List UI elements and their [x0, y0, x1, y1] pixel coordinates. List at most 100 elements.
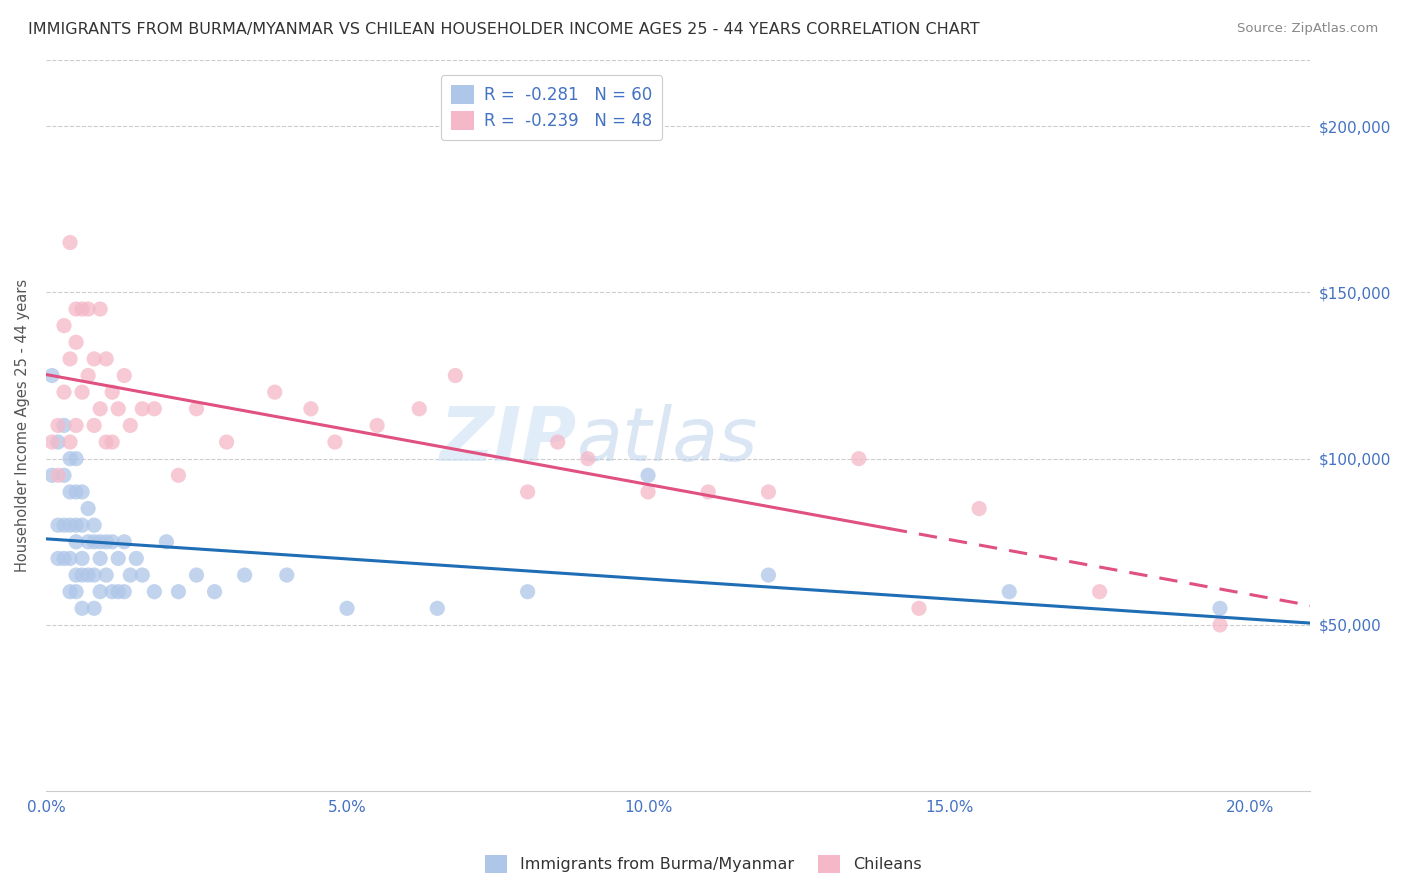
Point [167, 468, 190, 483]
Point [46, 418, 69, 433]
Point [46, 518, 69, 533]
Point [59, 451, 82, 466]
Point [70, 385, 93, 400]
Point [59, 235, 82, 250]
Point [408, 401, 430, 416]
Point [83, 518, 105, 533]
Text: Source: ZipAtlas.com: Source: ZipAtlas.com [1237, 22, 1378, 36]
Point [637, 484, 659, 499]
Text: atlas: atlas [576, 404, 758, 476]
Point [516, 484, 538, 499]
Point [65, 451, 87, 466]
Point [112, 584, 135, 599]
Point [65, 534, 87, 549]
Point [131, 401, 153, 416]
Point [65, 518, 87, 533]
Point [70, 301, 93, 316]
Point [53, 551, 76, 566]
Point [155, 534, 177, 549]
Point [46, 551, 69, 566]
Point [101, 385, 124, 400]
Point [83, 534, 105, 549]
Point [89, 301, 111, 316]
Point [107, 584, 129, 599]
Point [120, 418, 142, 433]
Point [112, 368, 135, 383]
Point [697, 484, 720, 499]
Point [77, 301, 100, 316]
Point [65, 584, 87, 599]
Point [101, 584, 124, 599]
Point [53, 418, 76, 433]
Point [143, 401, 166, 416]
Point [41, 468, 63, 483]
Point [83, 351, 105, 366]
Point [167, 584, 190, 599]
Point [848, 451, 870, 466]
Point [65, 418, 87, 433]
Point [101, 435, 124, 450]
Point [366, 418, 388, 433]
Point [186, 401, 208, 416]
Point [186, 568, 208, 582]
Point [77, 534, 100, 549]
Point [576, 451, 599, 466]
Point [46, 468, 69, 483]
Point [65, 484, 87, 499]
Point [89, 584, 111, 599]
Point [65, 568, 87, 582]
Point [516, 584, 538, 599]
Point [131, 568, 153, 582]
Point [53, 518, 76, 533]
Point [96, 568, 118, 582]
Point [59, 351, 82, 366]
Point [96, 435, 118, 450]
Point [336, 601, 359, 615]
Point [101, 534, 124, 549]
Point [70, 551, 93, 566]
Point [107, 401, 129, 416]
Point [444, 368, 467, 383]
Point [41, 435, 63, 450]
Point [758, 484, 780, 499]
Point [59, 435, 82, 450]
Legend: R =  -0.281   N = 60, R =  -0.239   N = 48: R = -0.281 N = 60, R = -0.239 N = 48 [441, 75, 662, 140]
Point [70, 568, 93, 582]
Point [204, 584, 226, 599]
Point [998, 584, 1021, 599]
Point [70, 484, 93, 499]
Point [70, 601, 93, 615]
Point [83, 601, 105, 615]
Point [65, 301, 87, 316]
Text: ZIP: ZIP [440, 403, 576, 476]
Point [83, 418, 105, 433]
Point [112, 534, 135, 549]
Point [263, 385, 285, 400]
Point [323, 435, 346, 450]
Point [758, 568, 780, 582]
Point [89, 401, 111, 416]
Point [77, 501, 100, 516]
Point [299, 401, 322, 416]
Point [1209, 601, 1232, 615]
Point [143, 584, 166, 599]
Point [908, 601, 931, 615]
Point [53, 385, 76, 400]
Point [96, 351, 118, 366]
Point [59, 484, 82, 499]
Point [120, 568, 142, 582]
Point [233, 568, 256, 582]
Point [59, 551, 82, 566]
Point [53, 318, 76, 333]
Point [89, 534, 111, 549]
Point [125, 551, 148, 566]
Point [83, 568, 105, 582]
Point [77, 568, 100, 582]
Point [1209, 618, 1232, 632]
Point [107, 551, 129, 566]
Point [59, 584, 82, 599]
Point [65, 335, 87, 350]
Y-axis label: Householder Income Ages 25 - 44 years: Householder Income Ages 25 - 44 years [15, 279, 30, 572]
Point [77, 368, 100, 383]
Point [967, 501, 990, 516]
